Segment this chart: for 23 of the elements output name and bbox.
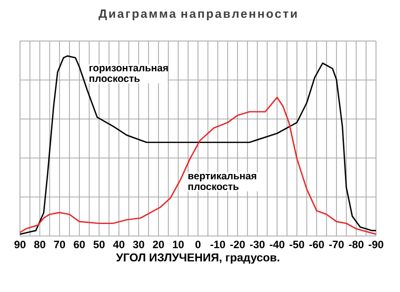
x-tick-label: -70 <box>329 240 344 248</box>
x-tick-label: 10 <box>172 240 184 248</box>
x-tick-label: 20 <box>152 240 164 248</box>
x-axis-title: УГОЛ ИЗЛУЧЕНИЯ, градусов. <box>116 253 280 264</box>
x-tick-label: -80 <box>348 240 364 248</box>
x-tick-label: 50 <box>94 240 105 248</box>
x-tick-label: 80 <box>34 240 46 248</box>
x-tick-label: 90 <box>14 240 26 248</box>
series-label: вертикальная плоскость <box>188 174 256 190</box>
x-tick-label: -30 <box>250 240 265 248</box>
x-tick-label: 0 <box>195 240 201 248</box>
x-tick-label: 40 <box>113 240 124 248</box>
x-tick-label: -40 <box>270 240 284 248</box>
x-tick-label: -90 <box>368 240 384 248</box>
series-label: горизонтальная плоскость <box>90 66 168 82</box>
x-tick-label: 70 <box>54 240 66 248</box>
x-tick-label: 60 <box>74 240 85 248</box>
x-tick-label: -60 <box>309 240 324 248</box>
x-tick-label: -10 <box>210 240 226 248</box>
chart-title: Диаграмма направленности <box>98 10 297 20</box>
x-tick-label: -50 <box>290 240 304 248</box>
x-tick-label: -20 <box>230 240 245 248</box>
x-tick-label: 30 <box>132 240 144 248</box>
